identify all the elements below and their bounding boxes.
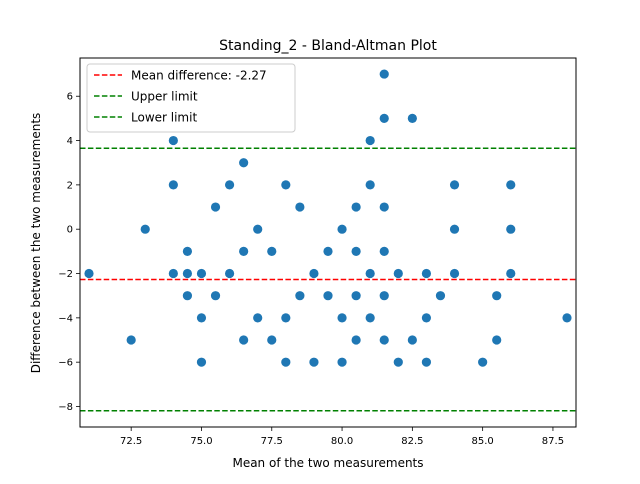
data-point xyxy=(449,180,460,190)
data-point xyxy=(168,135,178,146)
data-point xyxy=(196,357,207,367)
data-point xyxy=(281,357,291,367)
data-point xyxy=(365,268,375,279)
x-tick-label: 80.0 xyxy=(331,436,353,447)
data-point xyxy=(379,113,389,123)
data-point xyxy=(492,335,502,345)
data-point xyxy=(224,180,235,190)
data-point xyxy=(351,335,361,345)
data-point xyxy=(281,313,291,323)
x-tick-label: 75.0 xyxy=(190,436,212,447)
data-point xyxy=(253,224,263,234)
data-point xyxy=(365,313,375,323)
legend-entry-lower-limit: Lower limit xyxy=(131,111,197,125)
data-point xyxy=(168,268,178,279)
data-point xyxy=(182,246,193,256)
data-point xyxy=(309,268,319,279)
data-point xyxy=(365,135,375,146)
data-point xyxy=(168,180,178,190)
data-point xyxy=(196,268,207,279)
x-tick-label: 85.0 xyxy=(472,436,494,447)
data-point xyxy=(435,291,446,301)
chart-title: Standing_2 - Bland-Altman Plot xyxy=(219,38,437,54)
data-point xyxy=(407,335,417,345)
data-point xyxy=(478,357,488,367)
data-point xyxy=(379,335,389,345)
data-point xyxy=(337,313,347,323)
y-tick-label: 4 xyxy=(67,136,73,147)
data-point xyxy=(393,268,403,279)
data-point xyxy=(379,291,389,301)
y-tick-label: 0 xyxy=(67,225,73,236)
data-point xyxy=(407,113,417,123)
y-tick-label: 6 xyxy=(67,92,73,103)
data-point xyxy=(210,291,221,301)
data-point xyxy=(239,246,249,256)
data-point xyxy=(379,246,389,256)
data-point xyxy=(239,158,249,168)
data-point xyxy=(351,291,361,301)
data-point xyxy=(126,335,136,345)
data-point xyxy=(253,313,263,323)
data-point xyxy=(393,357,403,367)
data-point xyxy=(196,313,207,323)
legend-box xyxy=(86,63,296,133)
data-point xyxy=(323,246,333,256)
x-tick-label: 77.5 xyxy=(261,436,283,447)
data-point xyxy=(224,268,235,279)
data-point xyxy=(379,202,389,212)
data-point xyxy=(365,180,375,190)
data-point xyxy=(309,357,319,367)
y-tick-label: −8 xyxy=(58,402,73,413)
data-point xyxy=(506,224,516,234)
data-point xyxy=(267,335,277,345)
data-point xyxy=(295,291,305,301)
data-point xyxy=(421,268,432,279)
data-point xyxy=(182,268,193,279)
data-point xyxy=(210,202,221,212)
y-tick-label: −2 xyxy=(58,269,73,280)
x-axis-label: Mean of the two measurements xyxy=(232,456,423,470)
y-axis-label: Difference between the two measurements xyxy=(29,113,43,374)
data-point xyxy=(351,202,361,212)
y-tick-label: −4 xyxy=(58,313,73,324)
data-point xyxy=(84,268,94,279)
data-point xyxy=(506,268,516,279)
legend-entry-mean-difference: Mean difference: -2.27 xyxy=(131,69,267,83)
data-point xyxy=(182,291,193,301)
y-tick-label: 2 xyxy=(67,180,73,191)
data-point xyxy=(351,246,361,256)
data-point xyxy=(267,246,277,256)
data-point xyxy=(421,313,432,323)
data-point xyxy=(281,180,291,190)
data-point xyxy=(295,202,305,212)
x-tick-label: 82.5 xyxy=(401,436,423,447)
data-point xyxy=(562,313,572,323)
y-tick-label: −6 xyxy=(58,358,73,369)
axes-frame xyxy=(79,57,577,428)
data-point xyxy=(506,180,516,190)
data-point xyxy=(323,291,333,301)
data-point xyxy=(140,224,150,234)
data-point xyxy=(449,268,460,279)
x-tick-label: 87.5 xyxy=(542,436,564,447)
legend-entry-upper-limit: Upper limit xyxy=(131,90,198,104)
data-point xyxy=(379,69,389,79)
data-point xyxy=(239,335,249,345)
data-point xyxy=(337,357,347,367)
data-point xyxy=(449,224,460,234)
plot-area: 72.5 75.0 77.5 80.0 82.5 85.0 87.5 −8 −6 −4 −2 0 2 4 6 xyxy=(58,57,577,447)
data-point xyxy=(492,291,502,301)
data-point xyxy=(421,357,432,367)
x-tick-label: 72.5 xyxy=(120,436,142,447)
data-point xyxy=(337,224,347,234)
legend: Mean difference: -2.27 Upper limit Lower l… xyxy=(86,63,296,133)
